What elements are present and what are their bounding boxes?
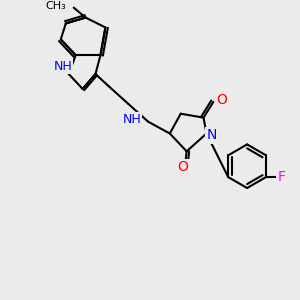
Text: O: O xyxy=(216,93,227,107)
Text: F: F xyxy=(278,170,286,184)
Text: NH: NH xyxy=(122,113,141,126)
Text: CH₃: CH₃ xyxy=(45,1,66,11)
Text: O: O xyxy=(177,160,188,174)
Text: NH: NH xyxy=(53,60,72,73)
Text: N: N xyxy=(206,128,217,142)
